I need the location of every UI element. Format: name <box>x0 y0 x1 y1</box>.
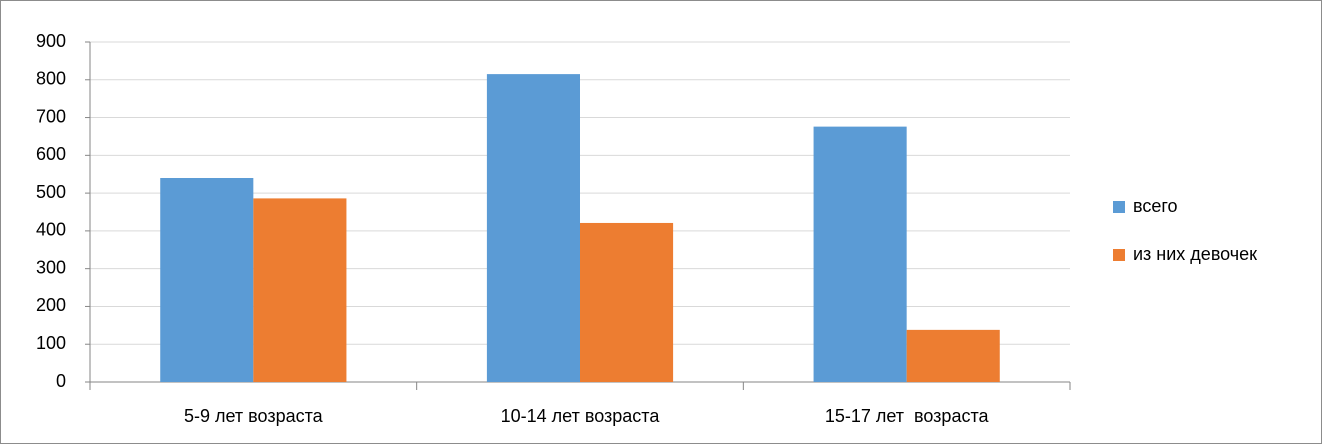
x-tick-label: 5-9 лет возраста <box>184 406 324 426</box>
legend-swatch <box>1113 201 1125 213</box>
y-tick-label: 600 <box>36 144 66 164</box>
y-tick-label: 400 <box>36 220 66 240</box>
bar <box>486 74 580 382</box>
y-tick-label: 700 <box>36 106 66 126</box>
bar <box>813 126 907 382</box>
bar <box>580 222 674 382</box>
y-tick-label: 0 <box>56 371 66 391</box>
legend-label: всего <box>1133 196 1178 216</box>
y-tick-label: 300 <box>36 257 66 277</box>
bar <box>906 329 1000 382</box>
bar <box>160 178 254 382</box>
y-tick-label: 800 <box>36 69 66 89</box>
y-tick-label: 500 <box>36 182 66 202</box>
x-tick-label: 15-17 лет возраста <box>825 406 990 426</box>
bar <box>253 198 347 382</box>
legend-swatch <box>1113 249 1125 261</box>
y-tick-label: 200 <box>36 295 66 315</box>
y-tick-label: 900 <box>36 31 66 51</box>
x-tick-label: 10-14 лет возраста <box>501 406 661 426</box>
y-tick-label: 100 <box>36 333 66 353</box>
legend-label: из них девочек <box>1133 244 1257 264</box>
